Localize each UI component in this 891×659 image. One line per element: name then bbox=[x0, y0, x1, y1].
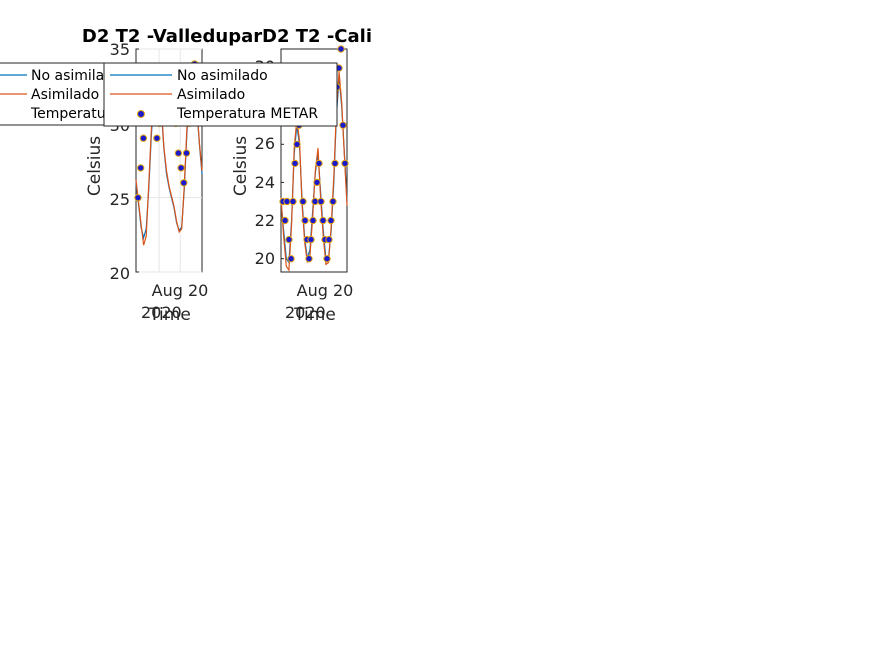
metar-point bbox=[301, 216, 309, 225]
legend-marker-metar bbox=[137, 110, 145, 118]
legend-label: Asimilado bbox=[31, 87, 99, 103]
y-axis-label-valledupar: Celsius bbox=[85, 136, 105, 196]
metar-point bbox=[291, 159, 299, 168]
metar-point bbox=[331, 159, 339, 168]
y-tick-label: 24 bbox=[255, 173, 275, 192]
y-axis-label-cali: Celsius bbox=[231, 136, 251, 196]
metar-point bbox=[134, 194, 142, 202]
legend-label: Asimilado bbox=[177, 87, 245, 103]
metar-point bbox=[293, 140, 301, 149]
metar-point bbox=[182, 149, 191, 157]
metar-point bbox=[327, 216, 335, 225]
metar-point bbox=[177, 164, 185, 172]
metar-point bbox=[325, 235, 333, 244]
metar-point bbox=[281, 216, 289, 225]
metar-point bbox=[289, 197, 297, 206]
legend-label: No asimilado bbox=[31, 68, 122, 84]
y-tick-label: 26 bbox=[255, 134, 275, 153]
y-tick-label: 25 bbox=[110, 190, 130, 209]
metar-point bbox=[309, 216, 317, 225]
x-axis-label-cali: Time bbox=[293, 305, 336, 325]
metar-point bbox=[307, 235, 315, 244]
metar-point bbox=[299, 197, 307, 206]
chart-title-cali: D2 T2 -Cali bbox=[262, 26, 372, 47]
y-tick-label: 35 bbox=[110, 40, 130, 59]
metar-point bbox=[323, 255, 331, 263]
metar-point bbox=[311, 197, 319, 206]
metar-point bbox=[137, 164, 145, 172]
metar-point bbox=[313, 178, 321, 187]
metar-point bbox=[341, 159, 349, 168]
metar-point bbox=[285, 235, 293, 244]
metar-point bbox=[174, 149, 183, 157]
x-axis-label-valledupar: Time bbox=[148, 305, 191, 325]
legend-cali: No asimilado Asimilado Temperatura METAR bbox=[103, 62, 338, 127]
metar-point bbox=[305, 255, 313, 263]
y-tick-label: 22 bbox=[255, 211, 275, 230]
x-tick-label-valledupar: Aug 20 bbox=[152, 281, 209, 300]
metar-point bbox=[337, 45, 345, 53]
metar-point bbox=[180, 179, 188, 187]
x-tick-label-cali: Aug 20 bbox=[297, 281, 354, 300]
metar-point bbox=[139, 134, 148, 142]
metar-point bbox=[283, 197, 291, 206]
y-tick-label: 20 bbox=[110, 264, 130, 283]
x-secondary-label-cali: 2020 bbox=[285, 303, 326, 322]
legend-label: No asimilado bbox=[177, 68, 268, 84]
metar-point bbox=[153, 134, 161, 142]
y-tick-label: 20 bbox=[255, 249, 275, 268]
metar-point bbox=[287, 255, 295, 263]
chart-cali: D2 T2 -Cali 20 22 24 26 30 Celsius Aug 2… bbox=[103, 26, 372, 325]
series-cali bbox=[279, 45, 349, 272]
legend-label: Temperatura METAR bbox=[176, 106, 318, 122]
metar-point bbox=[317, 197, 325, 206]
metar-point bbox=[339, 121, 347, 129]
metar-point bbox=[319, 216, 327, 225]
metar-point bbox=[315, 159, 323, 168]
metar-point bbox=[329, 197, 337, 206]
chart-title-valledupar: D2 T2 -Valledupar bbox=[82, 26, 262, 47]
x-secondary-label-valledupar: 2020 bbox=[141, 303, 182, 322]
